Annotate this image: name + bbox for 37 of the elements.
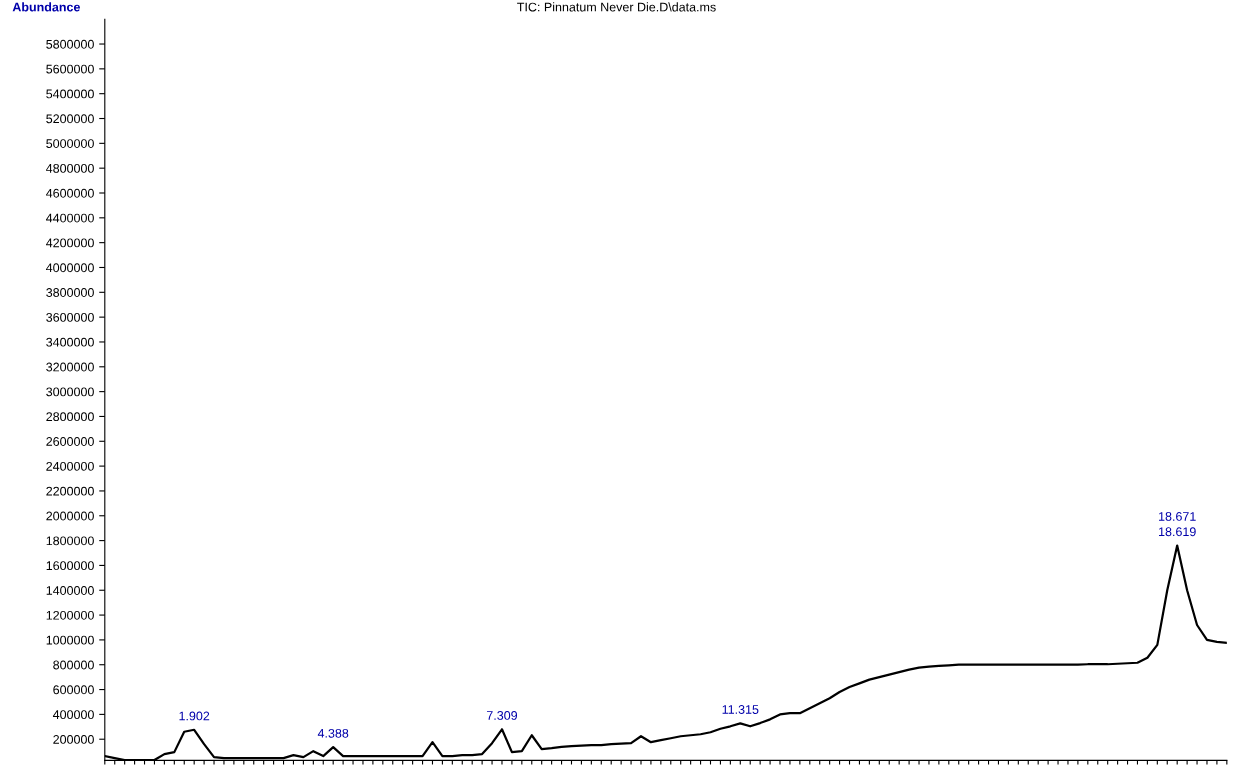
y-tick-label: 1600000 (46, 561, 94, 571)
y-tick-label: 5400000 (46, 89, 94, 99)
y-tick-label: 4000000 (46, 263, 94, 273)
y-tick-label: 3200000 (46, 362, 94, 372)
y-tick-label: 2400000 (46, 461, 94, 471)
annotation: 4.388 (317, 728, 349, 738)
y-tick-label: 5000000 (46, 139, 94, 148)
y-tick-label: 1800000 (46, 536, 94, 546)
y-tick-label: 4800000 (46, 163, 94, 173)
y-tick-label: 3400000 (46, 337, 94, 347)
y-tick-label: 1000000 (46, 635, 94, 645)
y-tick-label: 2600000 (46, 437, 94, 446)
y-tick-label: 4400000 (46, 213, 94, 223)
annotation: 18.619 (1159, 527, 1196, 537)
y-tick-label: 800000 (53, 660, 94, 670)
y-axis-title: Abundance (12, 2, 80, 12)
y-tick-label: 200000 (53, 735, 94, 744)
y-tick-label: 5600000 (46, 64, 94, 74)
y-tick-label: 4600000 (46, 188, 94, 198)
annotation: 7.309 (486, 711, 518, 720)
y-tick-label: 3000000 (46, 387, 94, 397)
y-tick-label: 2800000 (46, 412, 94, 422)
y-tick-label: 5800000 (46, 39, 94, 49)
y-tick-label: 2000000 (46, 511, 94, 521)
y-tick-label: 2200000 (46, 486, 94, 496)
y-tick-label: 5200000 (46, 114, 94, 124)
y-tick-label: 600000 (53, 685, 94, 695)
chart-title: TIC: Pinnatum Never Die.D\data.ms (517, 2, 716, 12)
annotation: 11.315 (722, 705, 759, 714)
y-tick-label: 400000 (52, 710, 94, 720)
y-tick-label: 3600000 (46, 312, 94, 322)
annotation: 18.671 (1159, 512, 1196, 521)
y-tick-label: 1400000 (46, 586, 94, 595)
y-tick-label: 4200000 (46, 238, 94, 248)
y-tick-label: 1200000 (46, 610, 94, 620)
annotation: 1.902 (179, 711, 210, 721)
y-tick-label: 3800000 (46, 288, 94, 297)
